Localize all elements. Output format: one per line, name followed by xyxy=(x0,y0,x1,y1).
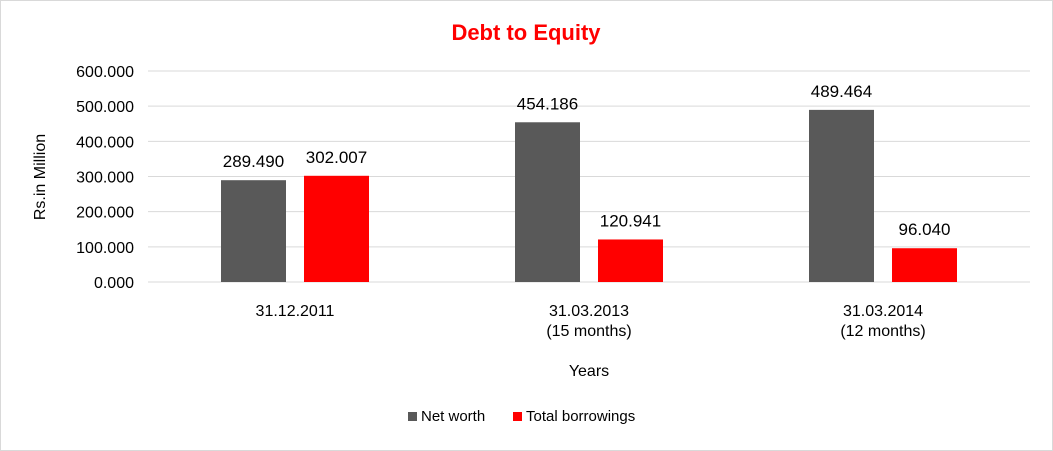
y-tick-label: 300.000 xyxy=(76,170,134,187)
y-tick-label: 400.000 xyxy=(76,134,134,151)
legend: Net worth Total borrowings xyxy=(408,408,635,425)
data-label: 454.186 xyxy=(517,94,578,113)
x-category-label: (12 months) xyxy=(840,323,925,340)
legend-swatch xyxy=(408,412,417,421)
bar-net-worth xyxy=(809,109,874,282)
data-label: 96.040 xyxy=(899,220,951,239)
y-tick-label: 200.000 xyxy=(76,205,134,222)
bar-net-worth xyxy=(221,180,286,282)
y-tick-label: 0.000 xyxy=(94,275,134,292)
bar-total-borrowings xyxy=(598,239,663,282)
chart-title: Debt to Equity xyxy=(451,20,601,45)
legend-label: Net worth xyxy=(421,408,485,425)
data-label: 120.941 xyxy=(600,211,661,230)
bar-total-borrowings xyxy=(892,248,957,282)
y-axis-ticks: 0.000 100.000 200.000 300.000 400.000 500.000… xyxy=(76,64,134,292)
y-tick-label: 100.000 xyxy=(76,240,134,257)
y-tick-label: 600.000 xyxy=(76,64,134,81)
data-label: 302.007 xyxy=(306,148,367,167)
data-label: 489.464 xyxy=(811,82,872,101)
bar-net-worth xyxy=(515,122,580,282)
bar-total-borrowings xyxy=(304,175,369,282)
data-labels: 289.490 302.007 454.186 120.941 489.464 96.04… xyxy=(223,82,951,239)
x-category-label: (15 months) xyxy=(546,323,631,340)
legend-label: Total borrowings xyxy=(526,408,635,425)
x-axis-title: Years xyxy=(569,363,609,380)
data-label: 289.490 xyxy=(223,152,284,171)
gridlines xyxy=(148,70,1030,283)
x-axis-categories: 31.12.2011 31.03.2013 (15 months) 31.03.201… xyxy=(256,303,926,340)
y-axis-title: Rs.in Million xyxy=(32,134,49,220)
y-tick-label: 500.000 xyxy=(76,99,134,116)
x-category-label: 31.12.2011 xyxy=(256,303,335,320)
bars xyxy=(221,109,957,282)
x-category-label: 31.03.2014 xyxy=(843,303,923,320)
legend-swatch xyxy=(513,412,522,421)
x-category-label: 31.03.2013 xyxy=(549,303,629,320)
